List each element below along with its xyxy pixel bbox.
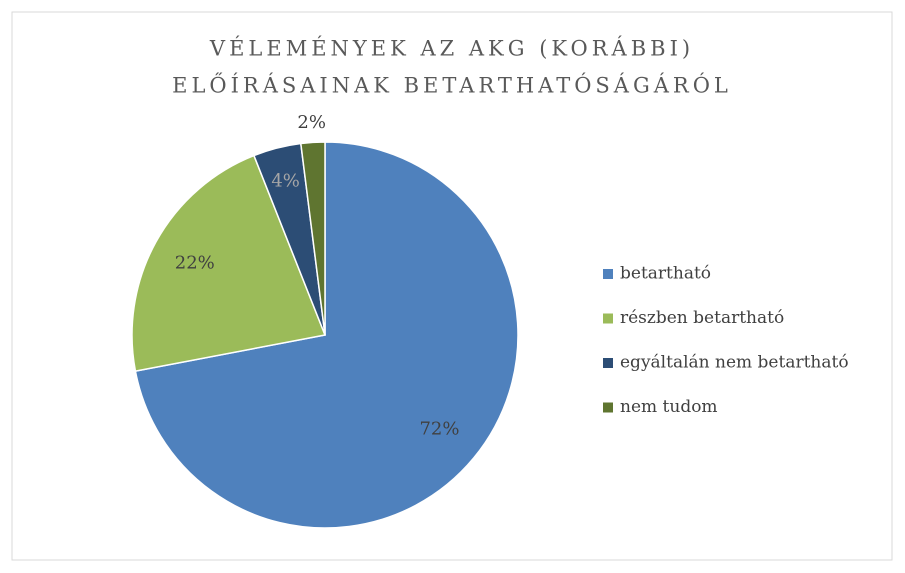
chart-title: VÉLEMÉNYEK AZ AKG (KORÁBBI)	[209, 37, 694, 61]
legend-swatch	[603, 313, 613, 324]
data-label: 72%	[419, 419, 459, 440]
legend-label: betartható	[620, 264, 711, 284]
legend-label: részben betartható	[620, 308, 784, 328]
pie-slice	[131, 154, 327, 373]
legend-swatch	[603, 269, 613, 279]
legend-swatch	[603, 402, 613, 413]
pie-slice	[299, 141, 326, 336]
data-label: 22%	[175, 252, 215, 273]
legend-label: nem tudom	[620, 397, 718, 417]
legend-label: egyáltalán nem betartható	[620, 353, 849, 373]
data-label: 4%	[271, 171, 300, 192]
pie-slice	[134, 141, 519, 529]
legend-swatch	[603, 358, 613, 368]
data-label: 2%	[297, 112, 326, 133]
chart-title: ELŐÍRÁSAINAK BETARTHATÓSÁGÁRÓL	[172, 73, 732, 98]
